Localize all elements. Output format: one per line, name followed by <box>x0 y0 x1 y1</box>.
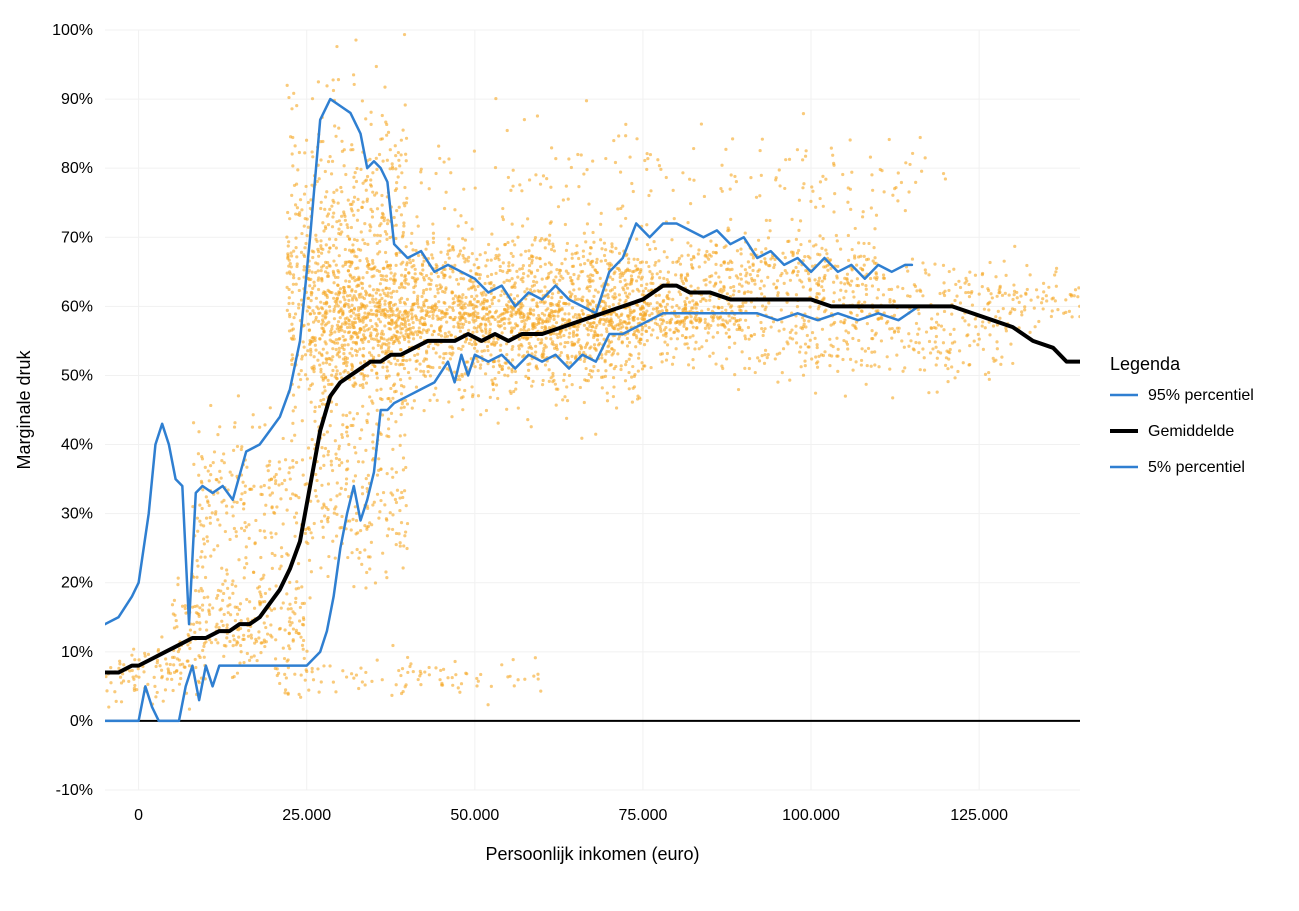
y-tick-label: 30% <box>61 506 93 523</box>
y-tick-label: 60% <box>61 298 93 315</box>
y-tick-label: -10% <box>56 782 93 799</box>
y-tick-label: 80% <box>61 160 93 177</box>
x-axis-label: Persoonlijk inkomen (euro) <box>485 844 699 864</box>
y-tick-label: 0% <box>70 713 93 730</box>
x-tick-label: 50.000 <box>450 807 499 824</box>
x-tick-label: 125.000 <box>950 807 1008 824</box>
y-tick-label: 40% <box>61 437 93 454</box>
x-tick-label: 75.000 <box>618 807 667 824</box>
legend-item-label: 5% percentiel <box>1148 459 1245 476</box>
x-tick-label: 0 <box>134 807 143 824</box>
legend-item-label: Gemiddelde <box>1148 423 1234 440</box>
y-tick-label: 50% <box>61 367 93 384</box>
x-tick-label: 25.000 <box>282 807 331 824</box>
y-tick-label: 20% <box>61 575 93 592</box>
legend-title: Legenda <box>1110 354 1181 374</box>
y-tick-label: 70% <box>61 229 93 246</box>
y-tick-label: 90% <box>61 91 93 108</box>
legend-item-label: 95% percentiel <box>1148 387 1254 404</box>
y-axis-label: Marginale druk <box>14 349 34 469</box>
y-tick-label: 100% <box>52 22 93 39</box>
y-tick-label: 10% <box>61 644 93 661</box>
x-tick-label: 100.000 <box>782 807 840 824</box>
chart-svg: 0 25.000 50.000 75.000 100.000 125.000 -10% 0% 1… <box>0 0 1299 911</box>
chart-container: 0 25.000 50.000 75.000 100.000 125.000 -10% 0% 1… <box>0 0 1299 911</box>
